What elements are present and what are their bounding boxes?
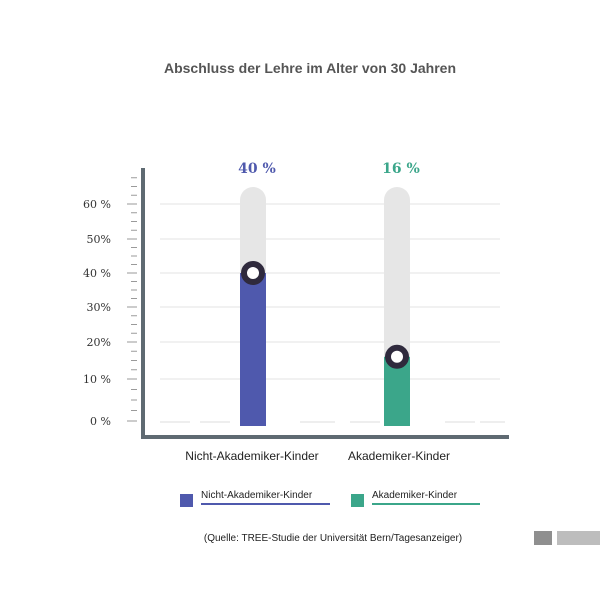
- legend: Nicht-Akademiker-Kinder Akademiker-Kinder: [180, 490, 480, 507]
- bar-marker: [241, 261, 265, 285]
- y-axis-minor-ticks: [127, 177, 137, 422]
- legend-swatch: [351, 494, 364, 507]
- legend-label: Akademiker-Kinder: [372, 490, 458, 501]
- axis-lines: [141, 168, 509, 439]
- bars: 40 % 16 %: [238, 161, 420, 426]
- chart-title: Abschluss der Lehre im Alter von 30 Jahr…: [164, 60, 456, 76]
- y-axis-tick-labels: 0 % 10 % 20% 30% 40 % 50% 60 %: [83, 198, 111, 428]
- y-tick-label: 50%: [87, 233, 111, 246]
- grid-lines: [160, 203, 505, 423]
- bar: [240, 273, 266, 426]
- y-tick-label: 0 %: [90, 415, 111, 428]
- nav-block-dark: [534, 531, 552, 545]
- x-axis-labels: Nicht-Akademiker-Kinder Akademiker-Kinder: [185, 449, 450, 463]
- nav-block-light: [557, 531, 600, 545]
- source-note: (Quelle: TREE-Studie der Universität Ber…: [204, 533, 462, 544]
- x-tick-label: Nicht-Akademiker-Kinder: [185, 449, 318, 463]
- y-tick-label: 20%: [87, 336, 111, 349]
- x-tick-label: Akademiker-Kinder: [348, 449, 450, 463]
- data-label: 40 %: [238, 161, 276, 177]
- y-tick-label: 10 %: [83, 373, 111, 386]
- bar-marker: [385, 344, 409, 369]
- y-tick-label: 30%: [87, 301, 111, 314]
- legend-swatch: [180, 494, 193, 507]
- data-label: 16 %: [382, 161, 420, 177]
- y-tick-label: 60 %: [83, 198, 111, 211]
- legend-label: Nicht-Akademiker-Kinder: [201, 490, 313, 501]
- y-tick-label: 40 %: [83, 267, 111, 280]
